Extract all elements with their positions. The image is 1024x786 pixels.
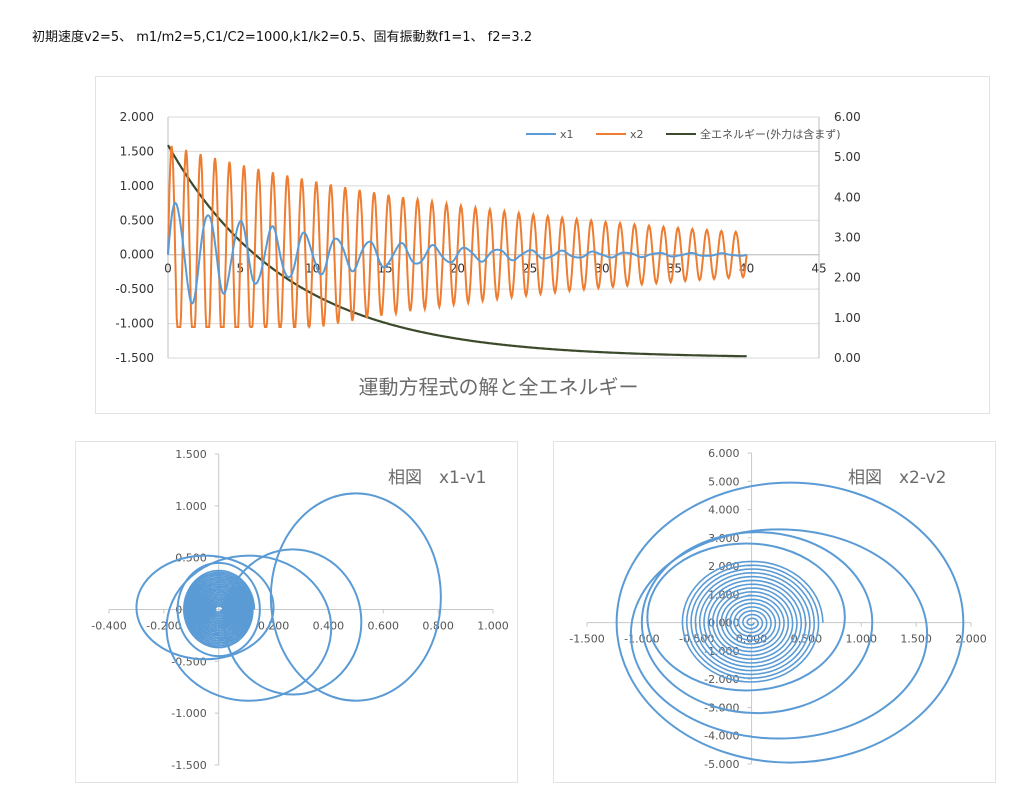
x-tick-label: 0.400 [313,620,345,633]
y-tick-label: 6.000 [708,447,740,460]
y-tick-label: -2.000 [704,673,739,686]
y-right-tick-label: 0.00 [834,351,861,365]
chart-title: 運動方程式の解と全エネルギー [359,375,639,399]
legend-label: x1 [560,128,574,141]
x-tick-label: -1.500 [569,633,604,646]
phase-chart-2-frame: -1.500 -1.000 -0.500 0.000 0.500 1.000 1.500 2.… [553,441,996,783]
x-tick-label: 0 [164,262,172,276]
y-left-tick-label: 2.000 [120,110,154,124]
x-tick-label: -0.200 [146,620,181,633]
x-tick-label: 0.600 [368,620,400,633]
phase-loop [629,528,929,740]
y-left-tick-label: -1.500 [115,351,154,365]
series-x2-line [167,145,748,330]
x-tick-label: -0.400 [91,620,126,633]
phase-loop [135,554,275,661]
chart-title: 相図 x1-v1 [388,468,486,488]
phase-loop [615,481,965,764]
series-x1-line [167,201,747,305]
x-tick-label: 40 [739,262,754,276]
phase-spiral [182,569,256,649]
phase-chart-1-frame: -0.400 -0.200 0.000 0.200 0.400 0.600 0.800 1.0… [75,441,518,783]
y-tick-label: 1.500 [175,448,207,461]
x-tick-label: 1.000 [477,620,509,633]
y-tick-label: 5.000 [708,475,740,488]
phase-spiral [681,560,824,683]
series-energy-line [167,144,747,358]
main-chart: 2.0001.5001.0000.5000.000-0.500-1.000-1.… [115,110,861,399]
y-left-tick-label: 1.500 [120,144,154,158]
y-right-tick-label: 3.00 [834,231,861,245]
phase-loop [269,492,442,702]
y-tick-label: 1.000 [175,500,207,513]
y-right-tick-label: 6.00 [834,110,861,124]
y-tick-label: -1.500 [171,759,206,772]
legend-label: x2 [630,128,644,141]
y-left-tick-label: 0.500 [120,213,154,227]
y-tick-label: 4.000 [708,504,740,517]
y-tick-label: 0.000 [708,617,740,630]
phase-loop [640,531,874,715]
x-tick-label: 45 [811,262,826,276]
y-right-tick-label: 5.00 [834,150,861,164]
phase-loop [165,554,333,702]
main-chart-frame: 2.000 1.500 1.000 0.500 0.000 -0.500 -1.000 -1.… [95,76,990,414]
y-right-tick-label: 2.00 [834,271,861,285]
y-right-tick-label: 1.00 [834,311,861,325]
y-left-tick-label: 1.000 [120,179,154,193]
chart-title: 相図 x2-v2 [848,468,946,488]
phase-chart-x1-v1: -0.400 -0.200 0.000 0.200 0.400 0.600 0.800 1.0… [91,448,509,772]
x-tick-label: 35 [667,262,682,276]
y-tick-label: -1.000 [171,707,206,720]
y-left-tick-label: -0.500 [115,282,154,296]
y-right-tick-label: 4.00 [834,190,861,204]
y-left-tick-label: -1.000 [115,317,154,331]
phase-loop [646,542,846,692]
phase-loop [176,561,261,658]
y-tick-label: -5.000 [704,758,739,771]
y-left-tick-label: 0.000 [120,248,154,262]
legend-label: 全エネルギー(外力は含まず) [700,127,841,141]
phase-chart-x2-v2: -1.500 -1.000 -0.500 0.000 0.500 1.000 1.500 2.… [569,447,987,771]
x-tick-label: 1.000 [846,633,878,646]
x-tick-label: 1.500 [900,633,932,646]
y-tick-label: -4.000 [704,730,739,743]
x-tick-label: 2.000 [955,633,987,646]
page-header: 初期速度v2=5、 m1/m2=5,C1/C2=1000,k1/k2=0.5、固… [32,30,533,45]
